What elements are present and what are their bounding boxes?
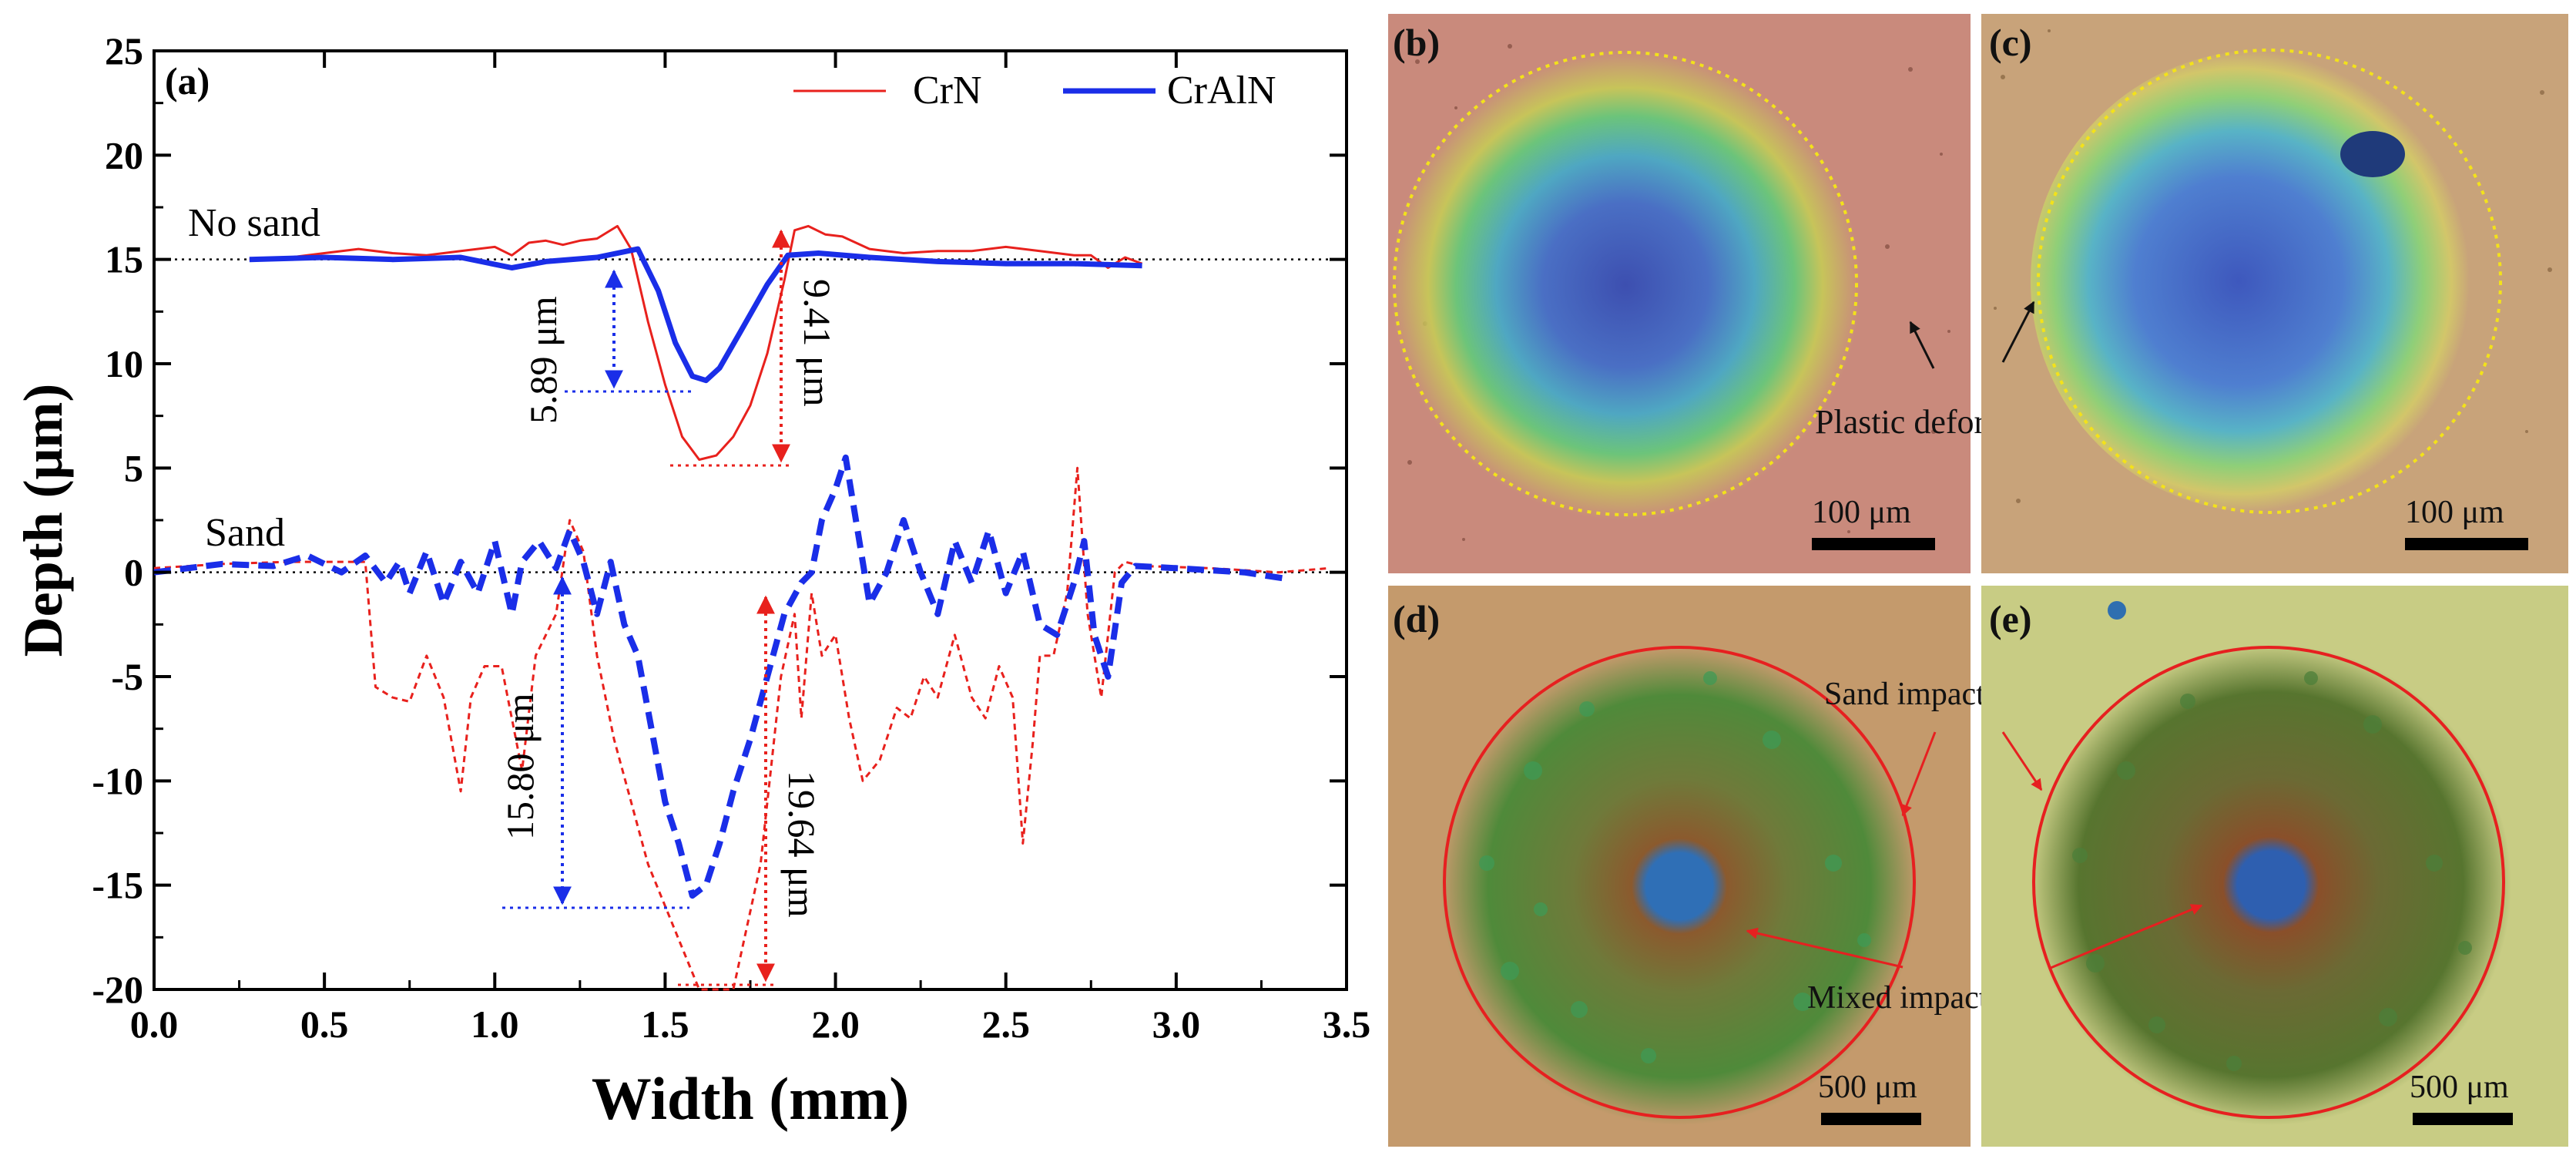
- series-craln-no-sand: [249, 246, 1142, 384]
- photo-e-label: (e): [1989, 597, 2032, 640]
- photo-c-label: (c): [1989, 21, 2032, 64]
- photo-panel-b: (b) 100 μm Plastic deformation: [1388, 14, 2079, 573]
- group-label-no-sand: No sand: [188, 201, 320, 245]
- photo-b-scale-bar: [1812, 538, 1935, 550]
- y-tick-label: 20: [105, 133, 143, 176]
- photo-b-dashed-circle: [1393, 51, 1858, 516]
- photo-e-mixed-arrow: [2050, 904, 2203, 969]
- series-crn-no-sand: [249, 224, 1143, 461]
- y-tick-label: -10: [92, 759, 143, 802]
- x-axis-title: Width (mm): [592, 1065, 909, 1132]
- photo-d-red-circle: [1443, 646, 1916, 1119]
- group-label-sand: Sand: [205, 511, 285, 555]
- photo-c-scale-bar: [2405, 538, 2528, 550]
- x-tick-label: 0.5: [300, 1003, 349, 1046]
- photo-b-scale-label: 100 μm: [1812, 495, 1911, 530]
- y-tick-label: -15: [92, 864, 143, 907]
- legend-crn-label: CrN: [913, 69, 982, 113]
- photo-c-dashed-circle: [2037, 49, 2502, 514]
- depth-annotations: 5.89 μm 9.41 μm 15.80 μm 19.64 μm: [498, 229, 839, 986]
- x-tick-label: 3.0: [1152, 1003, 1201, 1046]
- photo-d-label: (d): [1393, 597, 1440, 640]
- photo-d-scale-bar: [1821, 1113, 1921, 1125]
- photo-b-pointer-arrow: [1909, 321, 1935, 369]
- photo-d-particles: [1479, 671, 1871, 1063]
- anno-5-89-label: 5.89 μm: [522, 296, 565, 424]
- photo-b-label: (b): [1393, 21, 1440, 64]
- y-tick-label: 0: [124, 551, 143, 594]
- y-tick-label: 5: [124, 446, 143, 489]
- photo-d-scale-label: 500 μm: [1818, 1070, 1917, 1105]
- x-tick-label: 1.5: [641, 1003, 689, 1046]
- panel-label-a: (a): [165, 59, 210, 102]
- anno-15-80-label: 15.80 μm: [498, 693, 542, 840]
- photo-panel-c: (c) 100 μm: [1981, 14, 2568, 573]
- photo-d-sand-arrow: [1900, 731, 1937, 817]
- photo-e-scale-bar: [2413, 1113, 2513, 1125]
- photo-c-scale-label: 100 μm: [2405, 495, 2504, 530]
- y-axis-title: Depth (μm): [12, 384, 74, 657]
- photo-e-impact-zone: [2031, 644, 2511, 1125]
- series-crn-sand: [153, 466, 1330, 991]
- photo-b-crater: [1390, 50, 1860, 520]
- photo-e-particles: [2072, 671, 2472, 1071]
- plot-frame: [153, 49, 1348, 991]
- y-tick-labels: 25 20 15 10 5 0 -5 -10 -15 -20: [92, 29, 143, 1011]
- x-tick-labels: 0.0 0.5 1.0 1.5 2.0 2.5 3.0 3.5: [130, 1003, 1371, 1046]
- legend: CrN CrAlN: [793, 69, 1276, 113]
- photo-d-mixed-arrow: [1746, 927, 1903, 969]
- anno-19-64-label: 19.64 μm: [780, 771, 823, 918]
- depth-profile-chart: 0.0 0.5 1.0 1.5 2.0 2.5 3.0 3.5 25 20 15 10 5 0 -5 -10…: [12, 29, 1370, 1132]
- series-craln-sand: [153, 454, 1286, 899]
- x-tick-label: 0.0: [130, 1003, 179, 1046]
- photo-c-dark-spot: [2340, 131, 2405, 177]
- photo-e-top-speck: [2108, 601, 2126, 620]
- y-tick-label: 25: [105, 29, 143, 72]
- y-tick-label: -20: [92, 968, 143, 1011]
- y-tick-label: 15: [105, 238, 143, 281]
- x-tick-label: 2.5: [981, 1003, 1030, 1046]
- series-layer: [153, 224, 1330, 991]
- x-tick-label: 1.0: [471, 1003, 519, 1046]
- photo-e-scale-label: 500 μm: [2410, 1070, 2509, 1105]
- baselines: [154, 258, 1347, 573]
- photo-e-red-circle: [2032, 646, 2505, 1119]
- photo-c-pointer-arrow: [2001, 301, 2035, 363]
- legend-craln-label: CrAlN: [1167, 69, 1276, 113]
- x-tick-label: 3.5: [1323, 1003, 1371, 1046]
- axis-ticks: [153, 49, 1348, 991]
- y-tick-label: 10: [105, 342, 143, 385]
- photo-c-crater: [2031, 50, 2493, 512]
- anno-9-41-label: 9.41 μm: [796, 279, 839, 407]
- photo-panel-d: (d) Sand impact zone Mixed impact zone 5…: [1388, 586, 2057, 1147]
- photo-panel-e: (e) 500 μm: [1981, 586, 2568, 1147]
- y-tick-label: -5: [111, 655, 143, 698]
- x-tick-label: 2.0: [811, 1003, 860, 1046]
- photo-e-sand-arrow: [2001, 731, 2043, 791]
